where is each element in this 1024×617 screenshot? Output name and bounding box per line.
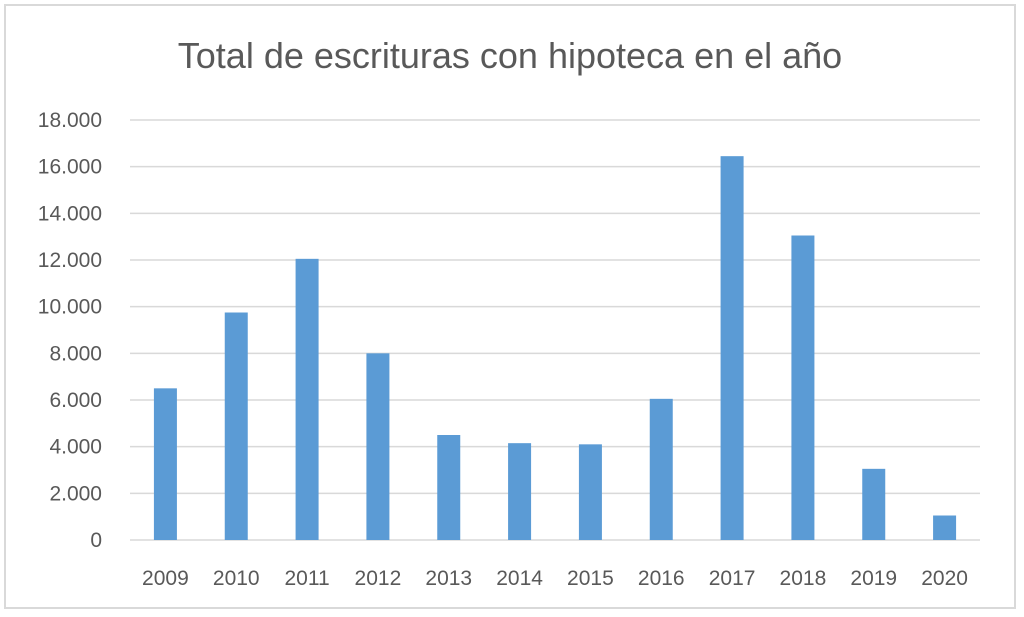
bar-2012: [366, 353, 390, 540]
x-tick-label: 2015: [567, 567, 614, 590]
bar-2013: [437, 435, 461, 540]
x-tick-label: 2009: [142, 567, 189, 590]
y-tick-label: 12.000: [38, 249, 102, 272]
gridlines: [130, 119, 980, 541]
x-tick-label: 2014: [496, 567, 543, 590]
bar-2014: [508, 443, 532, 540]
chart-title: Total de escrituras con hipoteca en el a…: [178, 35, 842, 76]
x-tick-label: 2012: [355, 567, 402, 590]
y-tick-label: 14.000: [38, 202, 102, 225]
bar-2020: [933, 515, 957, 540]
x-tick-label: 2020: [921, 567, 968, 590]
y-tick-label: 0: [90, 529, 102, 552]
y-tick-label: 2.000: [49, 482, 102, 505]
x-tick-label: 2013: [425, 567, 472, 590]
bar-2009: [153, 388, 177, 540]
bar-2016: [649, 398, 673, 540]
x-tick-label: 2017: [709, 567, 756, 590]
x-tick-label: 2011: [284, 567, 329, 590]
bar-2015: [578, 444, 602, 540]
y-tick-label: 4.000: [49, 436, 102, 459]
bars: [153, 156, 957, 540]
y-tick-label: 16.000: [38, 156, 102, 179]
y-axis-tick-labels: 0 2.000 4.000 6.000 8.000 10.000 12.000 14.000 1…: [38, 109, 102, 552]
bar-2018: [791, 235, 815, 540]
y-tick-label: 6.000: [49, 389, 102, 412]
x-tick-label: 2016: [638, 567, 685, 590]
bar-2010: [224, 312, 248, 540]
x-tick-label: 2010: [213, 567, 260, 590]
x-tick-label: 2018: [780, 567, 827, 590]
y-tick-label: 8.000: [49, 342, 102, 365]
x-axis-tick-labels: 2009 2010 2011 2012 2013 2014 2015 2016 2017 2018…: [142, 567, 968, 590]
bar-2019: [862, 468, 886, 540]
bar-2011: [295, 258, 319, 540]
bar-2017: [720, 156, 744, 540]
x-tick-label: 2019: [850, 567, 897, 590]
y-tick-label: 18.000: [38, 109, 102, 132]
y-tick-label: 10.000: [38, 296, 102, 319]
